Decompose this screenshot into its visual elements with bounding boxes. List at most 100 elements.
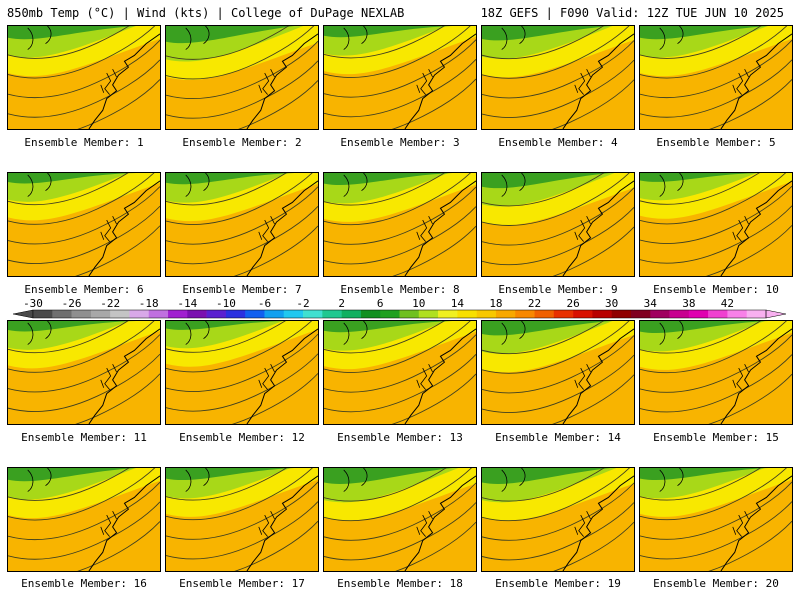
coastline xyxy=(404,475,476,571)
lake-outline xyxy=(343,26,368,50)
ensemble-map-panel xyxy=(165,25,319,130)
ensemble-map-panel xyxy=(481,25,635,130)
isotherm-contour xyxy=(640,481,792,540)
colorbar-swatch xyxy=(746,310,767,318)
temperature-map xyxy=(166,321,318,424)
colorbar-swatch xyxy=(129,310,150,318)
temperature-map xyxy=(8,468,160,571)
colorbar-swatch xyxy=(515,310,535,318)
isotherm-contour xyxy=(324,186,476,245)
isotherm-contour xyxy=(482,502,634,561)
colorbar-tick-label: -6 xyxy=(258,297,271,310)
bay-outline xyxy=(100,363,117,390)
map-fill-dark-green xyxy=(8,321,137,332)
isotherm-contour xyxy=(482,187,634,246)
isotherm-contour xyxy=(166,26,315,80)
lake-outline xyxy=(185,321,210,345)
isotherm-contour xyxy=(482,354,634,414)
colorbar-tick-label: -22 xyxy=(100,297,120,310)
isotherm-contour xyxy=(482,321,605,355)
isotherm-contour xyxy=(324,206,476,265)
coastline xyxy=(246,328,318,424)
ensemble-map-panel xyxy=(639,25,793,130)
colorbar-swatch xyxy=(630,310,651,318)
isotherm-contour xyxy=(482,173,605,207)
isotherm-contour xyxy=(482,59,634,119)
isotherm-contour xyxy=(166,186,318,245)
colorbar-swatch xyxy=(322,310,342,318)
lake-outline xyxy=(27,26,52,50)
isotherm-contour xyxy=(482,207,634,266)
ensemble-member-label: Ensemble Member: 7 xyxy=(182,283,302,296)
isotherm-contour xyxy=(8,26,130,59)
isotherm-contour xyxy=(640,468,762,501)
map-fill-dark-green xyxy=(640,26,769,40)
ensemble-map-panel xyxy=(165,467,319,572)
isotherm-contour xyxy=(231,373,318,424)
isotherm-contour xyxy=(166,40,318,100)
isotherm-contour xyxy=(324,173,446,206)
isotherm-contour xyxy=(233,225,318,276)
isotherm-contour xyxy=(8,353,160,413)
temperature-map xyxy=(482,321,634,424)
ensemble-map-panel xyxy=(165,172,319,277)
ensemble-member-label: Ensemble Member: 1 xyxy=(24,136,144,149)
lake-outline xyxy=(27,468,52,492)
isotherm-contour xyxy=(708,520,792,571)
map-fill-dark-green xyxy=(482,173,611,189)
colorbar-swatch xyxy=(148,310,169,318)
colorbar-swatch xyxy=(708,310,728,318)
isotherm-contour xyxy=(395,521,476,571)
isotherm-contour xyxy=(324,321,471,374)
isotherm-contour xyxy=(640,205,792,264)
map-fill-dark-green xyxy=(640,468,769,481)
ensemble-member-label: Ensemble Member: 18 xyxy=(337,577,463,590)
coastline xyxy=(562,33,634,129)
isotherm-contour xyxy=(640,185,792,245)
lake-outline xyxy=(501,173,526,197)
colorbar-swatch xyxy=(611,310,632,318)
isotherm-contour xyxy=(324,502,476,561)
isotherm-contour xyxy=(482,335,634,394)
temperature-map xyxy=(482,468,634,571)
ensemble-map-panel xyxy=(639,172,793,277)
temperature-map xyxy=(482,173,634,276)
map-fill-dark-green xyxy=(324,26,453,38)
coastline xyxy=(404,328,476,424)
isotherm-contour xyxy=(8,59,160,118)
colorbar-swatch xyxy=(669,310,690,318)
colorbar-swatch xyxy=(168,310,188,318)
temperature-map xyxy=(8,26,160,129)
isotherm-contour xyxy=(482,321,630,374)
isotherm-contour xyxy=(640,321,787,374)
colorbar-swatch xyxy=(650,310,670,318)
isotherm-contour xyxy=(482,26,630,79)
isotherm-contour xyxy=(166,333,318,393)
colorbar-tick-label: 42 xyxy=(721,297,734,310)
isotherm-contour xyxy=(8,468,130,501)
colorbar-tick-label: -30 xyxy=(23,297,43,310)
bay-outline xyxy=(574,215,591,242)
colorbar-swatch xyxy=(534,310,555,318)
isotherm-contour xyxy=(8,501,160,560)
colorbar-swatch xyxy=(303,310,323,318)
bay-outline xyxy=(416,68,433,95)
isotherm-contour xyxy=(552,374,634,424)
lake-outline xyxy=(185,26,210,50)
isotherm-contour xyxy=(8,186,160,245)
colorbar-tick-label: -10 xyxy=(216,297,236,310)
map-fill-dark-green xyxy=(324,321,453,333)
map-fill-dark-green xyxy=(482,468,611,484)
coastline xyxy=(246,33,318,129)
temperature-map xyxy=(640,173,792,276)
ensemble-map-panel xyxy=(323,467,477,572)
temperature-map xyxy=(166,26,318,129)
colorbar-tick-label: 26 xyxy=(566,297,579,310)
map-fill-dark-green xyxy=(166,468,295,481)
isotherm-contour xyxy=(166,173,287,206)
colorbar-swatch xyxy=(283,310,304,318)
isotherm-contour xyxy=(75,225,160,276)
isotherm-contour xyxy=(166,501,318,560)
lake-outline xyxy=(343,321,368,345)
isotherm-contour xyxy=(166,321,286,353)
